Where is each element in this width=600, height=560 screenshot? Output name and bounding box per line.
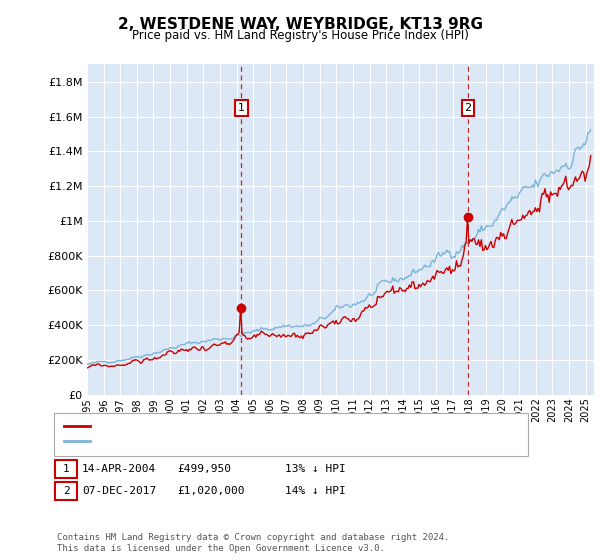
Text: HPI: Average price, detached house, Elmbridge: HPI: Average price, detached house, Elmb…: [96, 436, 377, 446]
Text: £499,950: £499,950: [177, 464, 231, 474]
Text: 1: 1: [238, 103, 245, 113]
Text: 14% ↓ HPI: 14% ↓ HPI: [285, 486, 346, 496]
Text: 07-DEC-2017: 07-DEC-2017: [82, 486, 157, 496]
Text: 13% ↓ HPI: 13% ↓ HPI: [285, 464, 346, 474]
Text: £1,020,000: £1,020,000: [177, 486, 245, 496]
Text: 2, WESTDENE WAY, WEYBRIDGE, KT13 9RG: 2, WESTDENE WAY, WEYBRIDGE, KT13 9RG: [118, 17, 482, 32]
Text: 2: 2: [464, 103, 472, 113]
Text: 2, WESTDENE WAY, WEYBRIDGE, KT13 9RG (detached house): 2, WESTDENE WAY, WEYBRIDGE, KT13 9RG (de…: [96, 421, 427, 431]
Text: 14-APR-2004: 14-APR-2004: [82, 464, 157, 474]
Text: 1: 1: [62, 464, 70, 474]
Text: Contains HM Land Registry data © Crown copyright and database right 2024.
This d: Contains HM Land Registry data © Crown c…: [57, 533, 449, 553]
Text: 2: 2: [62, 486, 70, 496]
Text: Price paid vs. HM Land Registry's House Price Index (HPI): Price paid vs. HM Land Registry's House …: [131, 29, 469, 42]
